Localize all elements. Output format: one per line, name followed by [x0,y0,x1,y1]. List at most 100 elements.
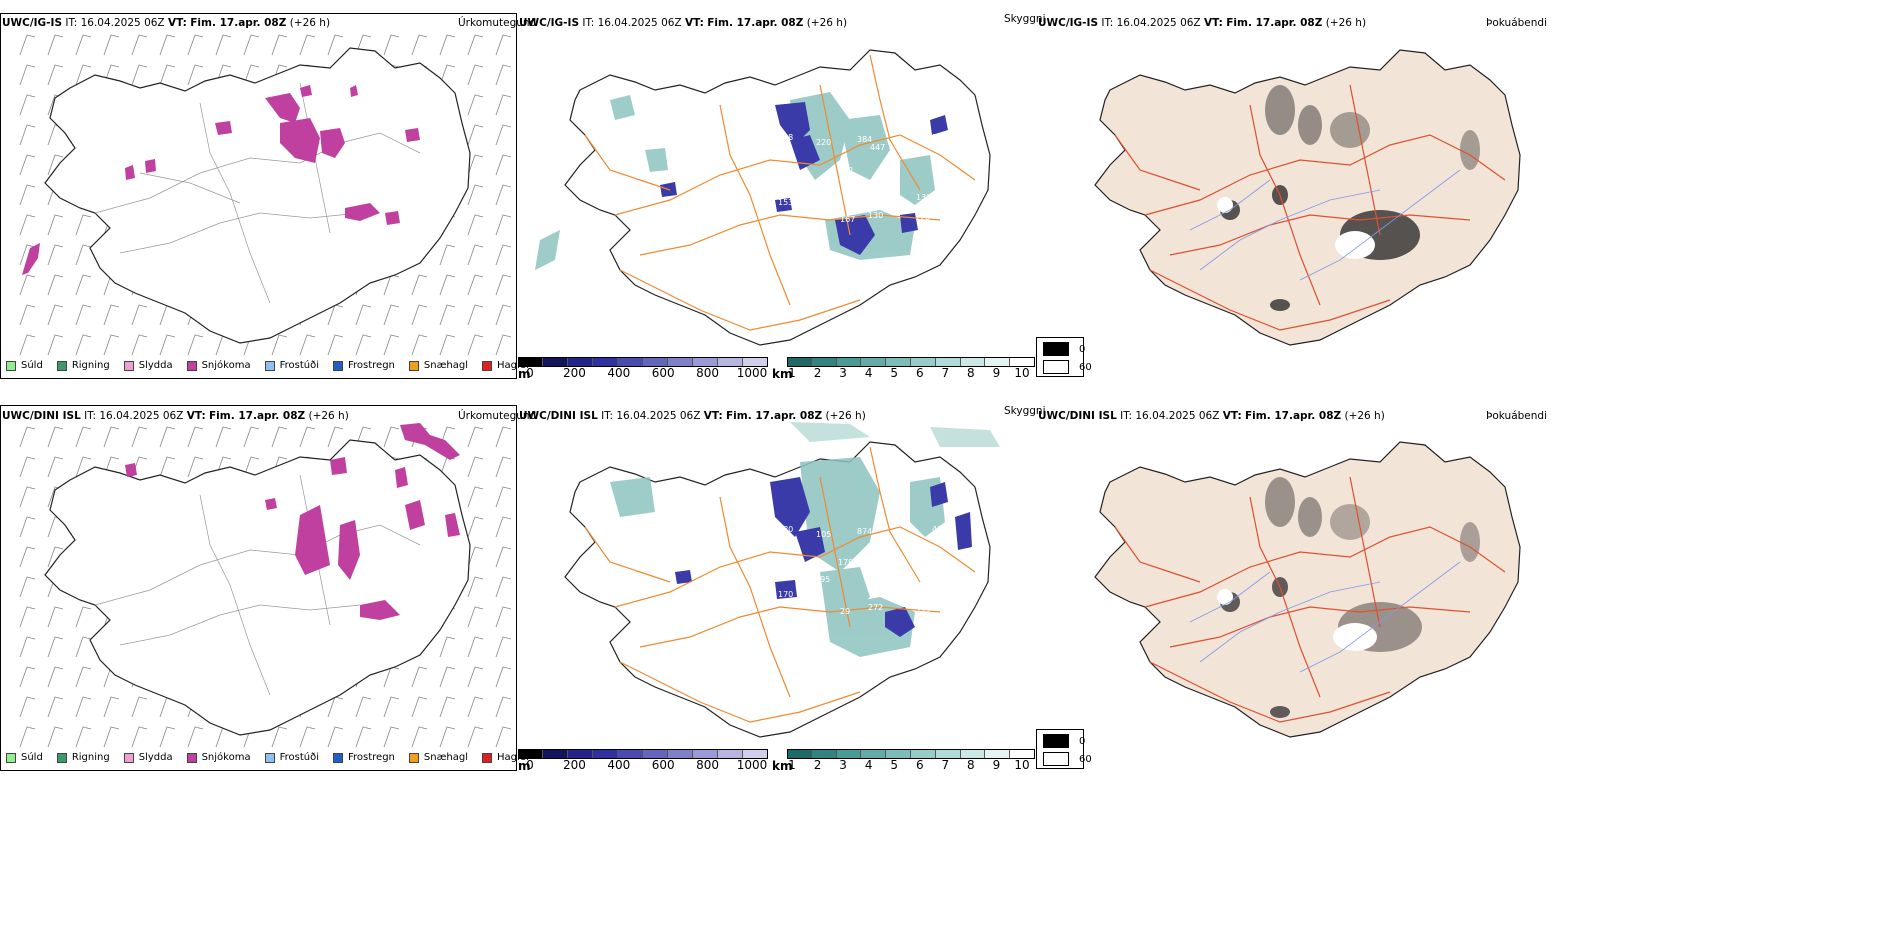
wind-barb [495,456,512,478]
wind-barb [495,576,512,598]
wind-barb [299,426,316,448]
legend-swatch [56,752,67,763]
colorbar-segment [668,358,693,366]
wind-barb [495,184,512,206]
wind-barb [355,334,372,356]
ceiling-tick: 600 [651,366,675,380]
colorbar-segment [593,358,618,366]
colorbar-segment [886,358,911,366]
legend-label: Frostúði [279,360,319,371]
wind-barb [19,486,36,508]
colorbar-segment [836,358,862,366]
colorbar-segment [910,358,936,366]
wind-barb [411,34,428,56]
fog-legend-label: 0 [1079,735,1086,747]
colorbar-segment [593,750,618,758]
wind-barb [495,606,512,628]
wind-barb [271,726,288,748]
legend-item: Rigning [56,360,110,371]
wind-barb [495,94,512,116]
wind-barb [131,64,148,86]
legend-swatch [408,360,419,371]
wind-barb [467,456,484,478]
iceland-map-bottom-right [1094,441,1521,738]
colorbar-segment [787,750,812,758]
wind-barb [355,726,372,748]
visibility-unit-top: km [772,367,793,381]
wind-barb [355,34,372,56]
legend-item: Súld [6,360,43,371]
wind-barb [19,154,36,176]
precip-type-map-top [0,13,517,379]
legend-item: Slydda [123,360,173,371]
legend-item: Snjókoma [186,360,251,371]
wind-barb [439,726,456,748]
wind-barb [467,124,484,146]
wind-barb [75,34,92,56]
wind-barb [159,426,176,448]
ceiling-tick: 0 [526,366,534,380]
wind-barb [411,726,428,748]
wind-barb [495,516,512,538]
precip-legend-bottom: Súld Rigning Slydda Snjókoma Frostúði Frostre… [6,752,543,763]
wind-barb [131,34,148,56]
ceiling-tick: 400 [607,366,631,380]
legend-label: Snjókoma [201,752,251,763]
fog-legend-label: 0 [1079,343,1086,355]
wind-barb [467,666,484,688]
wind-barb [495,636,512,658]
wind-barb [103,726,120,748]
colorbar-segment [935,358,961,366]
legend-swatch [333,360,343,371]
ceiling-tick: 1000 [736,758,768,772]
ceiling-colorbar-top [518,358,768,366]
wind-barb [439,244,456,266]
wind-barb [47,426,64,448]
legend-swatch [6,360,16,371]
wind-barb [467,696,484,718]
ceiling-value-label: 120 [915,213,930,222]
wind-barb [299,726,316,748]
wind-barb [103,426,120,448]
title-top-middle: Skyggni [1004,13,1046,25]
legend-swatch [123,360,134,371]
wind-barb [327,426,344,448]
wind-barb [467,214,484,236]
ceiling-tick: 200 [562,758,586,772]
wind-barb [411,666,428,688]
legend-label: Haglél [497,752,529,763]
ceiling-value-label: 130 [868,211,883,220]
wind-barb [383,334,400,356]
wind-barb [383,304,400,326]
ceiling-unit-top: m [518,367,531,381]
wind-barb [467,546,484,568]
fog-legend-swatch [1043,360,1069,374]
wind-barb [131,726,148,748]
ceiling-value-label: 384 [857,135,872,144]
colorbar-segment [668,750,693,758]
fog-legend-swatch [1043,752,1069,766]
wind-barb [467,576,484,598]
wind-barb [467,334,484,356]
legend-label: Rigning [71,752,110,763]
visibility-tick: 3 [839,758,847,772]
ceiling-unit-bottom: m [518,759,531,773]
precip-legend-top: Súld Rigning Slydda Snjókoma Frostúði Frostre… [6,360,543,371]
visibility-colorbar-top [787,358,1035,366]
wind-barb [47,244,64,266]
wind-barb [19,726,36,748]
wind-barb [243,34,260,56]
colorbar-segment [568,358,593,366]
wind-barb [19,274,36,296]
colorbar-segment [643,750,668,758]
legend-swatch [56,360,67,371]
wind-barb [19,244,36,266]
wind-barb [439,34,456,56]
visibility-tick: 8 [967,758,975,772]
ceiling-ticks-top: 0 200 400 600 800 1000 [526,366,767,380]
wind-barb [103,304,120,326]
fog-legend-swatch [1043,342,1069,356]
wind-barb [495,244,512,266]
wind-barb [19,546,36,568]
fog-legend-row: 0 [1043,734,1085,748]
